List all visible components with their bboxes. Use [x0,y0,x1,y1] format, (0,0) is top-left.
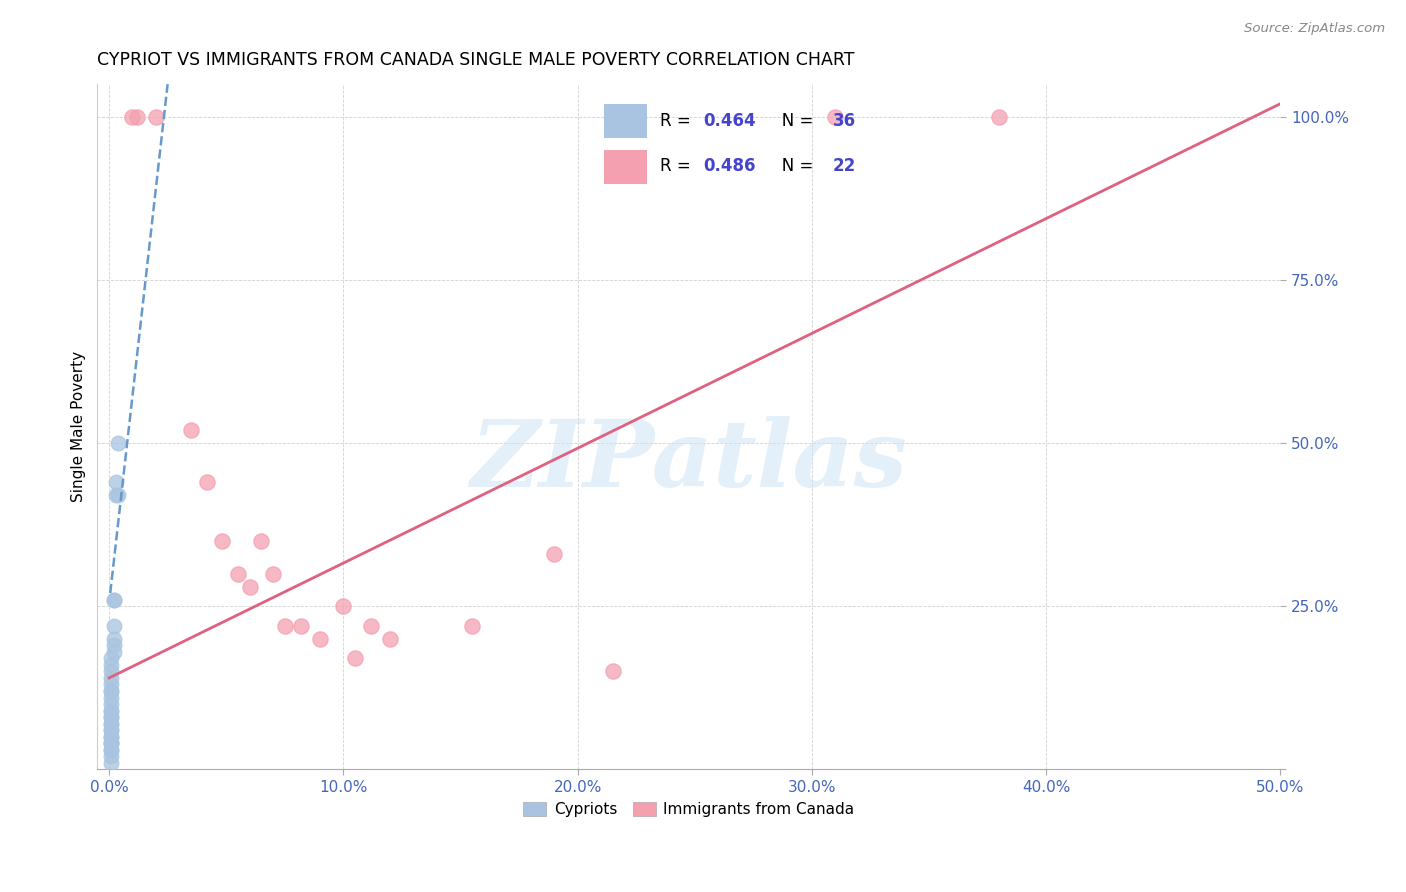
Point [103,632,125,646]
Point [100,657,122,672]
Point [100,756,122,770]
Text: CYPRIOT VS IMMIGRANTS FROM CANADA SINGLE MALE POVERTY CORRELATION CHART: CYPRIOT VS IMMIGRANTS FROM CANADA SINGLE… [97,51,855,69]
Point [121,110,143,124]
Point [602,665,624,679]
Point [250,533,273,548]
Point [290,619,312,633]
Point [100,723,122,738]
Point [360,619,382,633]
Text: Source: ZipAtlas.com: Source: ZipAtlas.com [1244,22,1385,36]
Point [461,619,484,633]
Point [100,677,122,691]
Point [103,619,125,633]
Point [100,684,122,698]
Point [100,743,122,757]
Point [100,749,122,764]
Point [226,566,249,581]
Point [145,110,167,124]
Point [100,690,122,705]
Point [824,110,846,124]
Point [274,619,297,633]
Point [100,704,122,718]
Point [344,651,367,665]
Point [103,638,125,652]
Point [107,436,129,450]
Point [100,651,122,665]
Text: ZIPatlas: ZIPatlas [471,416,907,506]
Point [105,488,128,502]
Point [988,110,1011,124]
Point [211,533,233,548]
Point [100,704,122,718]
Point [543,547,565,561]
Point [100,723,122,738]
Point [100,671,122,685]
Point [100,697,122,711]
Point [100,743,122,757]
Point [100,716,122,731]
Point [100,710,122,724]
Point [100,684,122,698]
Point [100,730,122,744]
Point [100,736,122,750]
Legend: Cypriots, Immigrants from Canada: Cypriots, Immigrants from Canada [517,796,860,823]
Point [105,475,128,490]
Point [100,730,122,744]
Point [100,736,122,750]
Y-axis label: Single Male Poverty: Single Male Poverty [72,351,86,502]
Point [127,110,149,124]
Point [197,475,219,490]
Point [100,665,122,679]
Point [180,423,202,437]
Point [380,632,402,646]
Point [103,592,125,607]
Point [262,566,284,581]
Point [239,580,262,594]
Point [107,488,129,502]
Point [332,599,354,614]
Point [103,592,125,607]
Point [100,710,122,724]
Point [103,645,125,659]
Point [100,736,122,750]
Point [309,632,332,646]
Point [100,716,122,731]
